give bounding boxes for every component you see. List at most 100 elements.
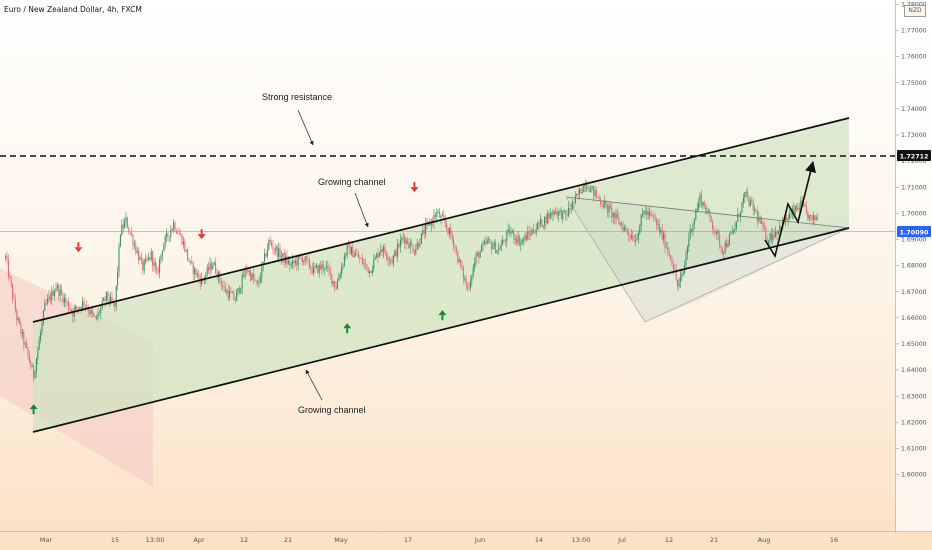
- time-axis-ticks[interactable]: Mar 15 13:00 Apr 12 21 May 17 Jun 14 13:00 Jul 12 21 A…: [40, 536, 838, 544]
- svg-text:1.70090: 1.70090: [900, 230, 929, 237]
- candle-body: [293, 260, 295, 264]
- candle-body: [377, 253, 379, 258]
- arrow-down-icon: [197, 229, 206, 240]
- candle-body: [530, 233, 532, 236]
- candle-body: [69, 308, 71, 311]
- candle-body: [359, 258, 361, 259]
- candle-body: [406, 239, 408, 244]
- channel-lower-line[interactable]: [32, 227, 850, 433]
- candle-body: [12, 284, 14, 298]
- candle-body: [742, 197, 744, 203]
- candle-body: [275, 246, 277, 251]
- candle-body: [562, 210, 564, 220]
- candle-body: [49, 296, 51, 301]
- price-label-resistance: 1.72712: [897, 150, 931, 161]
- candle-body: [723, 252, 725, 254]
- candle-body: [443, 215, 445, 219]
- candle-body: [229, 291, 231, 298]
- candle-body: [164, 236, 166, 246]
- candle-body: [189, 261, 191, 263]
- candle-body: [787, 218, 789, 221]
- price-axis[interactable]: [896, 0, 932, 532]
- candle-body: [415, 248, 417, 254]
- candle-body: [343, 256, 345, 266]
- candle-body: [73, 309, 75, 317]
- candle-body: [706, 211, 708, 213]
- candle-body: [76, 306, 78, 309]
- candle-body: [698, 201, 700, 209]
- candle-body: [621, 222, 623, 226]
- candle-body: [108, 299, 110, 303]
- candle-body: [713, 228, 715, 232]
- candle-body: [14, 298, 16, 311]
- candle-body: [226, 290, 228, 293]
- price-tick-label: 1.74000: [901, 106, 927, 113]
- candle-body: [553, 210, 555, 214]
- candle-body: [642, 213, 644, 216]
- price-tick-label: 1.75000: [901, 80, 927, 87]
- arrow-up-icon: [343, 323, 352, 334]
- candle-body: [367, 267, 369, 274]
- price-tick-label: 1.64000: [901, 367, 927, 374]
- candle-body: [258, 281, 260, 284]
- candle-body: [290, 264, 292, 266]
- candle-body: [637, 233, 639, 240]
- candle-body: [763, 227, 765, 229]
- candle-body: [143, 261, 145, 271]
- candle-body: [334, 281, 336, 287]
- candle-body: [243, 274, 245, 277]
- candle-body: [790, 212, 792, 215]
- candle-body: [35, 359, 37, 372]
- candle-body: [398, 243, 400, 248]
- candle-body: [299, 256, 301, 258]
- channel-upper-line[interactable]: [32, 117, 850, 323]
- candle-body: [590, 187, 592, 193]
- price-tick-label: 1.71000: [901, 184, 927, 191]
- candle-body: [114, 302, 116, 307]
- candle-body: [31, 365, 33, 367]
- candle-body: [201, 278, 203, 285]
- candle-body: [538, 222, 540, 225]
- candle-body: [147, 257, 149, 260]
- candle-body: [331, 274, 333, 284]
- time-tick-label: Jul: [617, 536, 626, 544]
- candle-body: [279, 248, 281, 259]
- candle-body: [154, 262, 156, 268]
- candle-body: [611, 208, 613, 218]
- candle-body: [68, 301, 70, 309]
- candle-body: [478, 252, 480, 258]
- candle-body: [17, 318, 19, 321]
- candle-body: [268, 239, 270, 250]
- candle-body: [658, 224, 660, 233]
- candle-body: [528, 231, 530, 234]
- candle-body: [254, 278, 256, 281]
- candle-body: [322, 264, 324, 270]
- candle-body: [671, 259, 673, 265]
- candle-body: [310, 267, 312, 269]
- candle-body: [391, 259, 393, 264]
- candle-body: [121, 224, 123, 235]
- candle-body: [446, 223, 448, 229]
- candle-body: [376, 253, 378, 258]
- candle-body: [296, 261, 298, 266]
- candle-body: [563, 210, 565, 212]
- candle-body: [668, 251, 670, 255]
- currency-badge[interactable]: NZD: [904, 5, 926, 17]
- candle-body: [679, 276, 681, 282]
- time-tick-label: 13:00: [146, 536, 165, 544]
- candle-body: [286, 256, 288, 264]
- candle-body: [462, 267, 464, 279]
- candle-body: [811, 215, 813, 220]
- annotation-strong-resistance: Strong resistance: [262, 92, 332, 102]
- candle-body: [247, 270, 249, 273]
- candle-body: [510, 232, 512, 234]
- candle-body: [754, 209, 756, 211]
- candle-body: [503, 239, 505, 241]
- candle-body: [163, 245, 165, 252]
- candle-body: [6, 256, 8, 260]
- growing-channel-fill[interactable]: [33, 118, 849, 432]
- price-tick-label: 1.72000: [901, 158, 927, 165]
- candle-body: [808, 214, 810, 219]
- candle-body: [273, 249, 275, 251]
